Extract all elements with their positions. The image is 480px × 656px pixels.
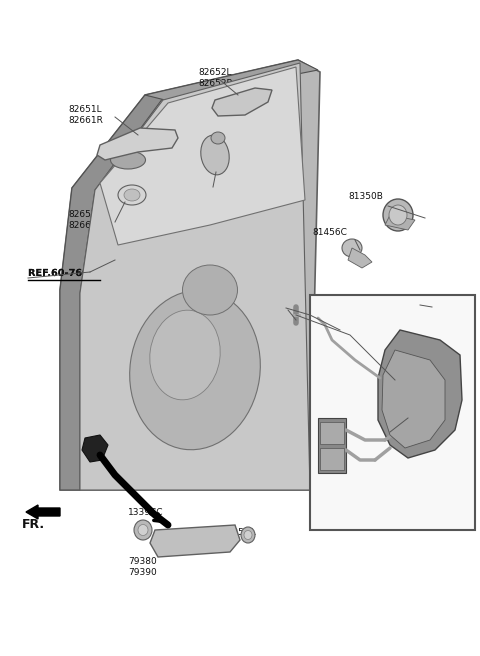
Ellipse shape (383, 199, 413, 231)
Polygon shape (97, 128, 178, 160)
Text: 81310
81320: 81310 81320 (388, 297, 417, 317)
Polygon shape (60, 60, 320, 490)
Ellipse shape (389, 205, 407, 225)
Text: 1125DL: 1125DL (222, 528, 257, 537)
Bar (318, 418, 346, 473)
Bar (320, 448, 344, 470)
Ellipse shape (134, 520, 152, 540)
Polygon shape (150, 525, 240, 557)
Ellipse shape (138, 525, 148, 535)
Polygon shape (100, 67, 305, 245)
Polygon shape (60, 95, 163, 490)
Text: 81456C: 81456C (312, 228, 347, 237)
Text: 82653B
82663: 82653B 82663 (68, 210, 103, 230)
Text: 82654C
82664A: 82654C 82664A (187, 175, 222, 195)
Ellipse shape (130, 290, 260, 450)
Ellipse shape (110, 151, 145, 169)
Ellipse shape (124, 189, 140, 201)
Text: 82652L
82652R: 82652L 82652R (198, 68, 233, 88)
Text: FR.: FR. (22, 518, 45, 531)
Polygon shape (80, 63, 310, 490)
Text: 82651L
82661R: 82651L 82661R (68, 105, 103, 125)
Polygon shape (212, 88, 272, 116)
Text: 81477: 81477 (260, 300, 288, 309)
Text: 82655
82665: 82655 82665 (348, 418, 377, 438)
Polygon shape (385, 215, 415, 230)
Text: 1339CC: 1339CC (128, 508, 164, 517)
Polygon shape (348, 248, 372, 268)
Ellipse shape (342, 239, 362, 257)
Text: 79380
79390: 79380 79390 (128, 557, 157, 577)
Polygon shape (378, 330, 462, 458)
Ellipse shape (241, 527, 255, 543)
Ellipse shape (118, 185, 146, 205)
Ellipse shape (201, 135, 229, 175)
Polygon shape (82, 435, 108, 462)
FancyArrow shape (26, 505, 60, 519)
Text: 81350B: 81350B (348, 192, 383, 201)
Polygon shape (145, 60, 318, 100)
Bar (310, 295, 475, 530)
Ellipse shape (244, 531, 252, 539)
Ellipse shape (211, 132, 225, 144)
Ellipse shape (150, 310, 220, 400)
Polygon shape (382, 350, 445, 448)
Bar (320, 422, 344, 444)
Text: REF.60-760: REF.60-760 (28, 268, 89, 278)
Ellipse shape (182, 265, 238, 315)
